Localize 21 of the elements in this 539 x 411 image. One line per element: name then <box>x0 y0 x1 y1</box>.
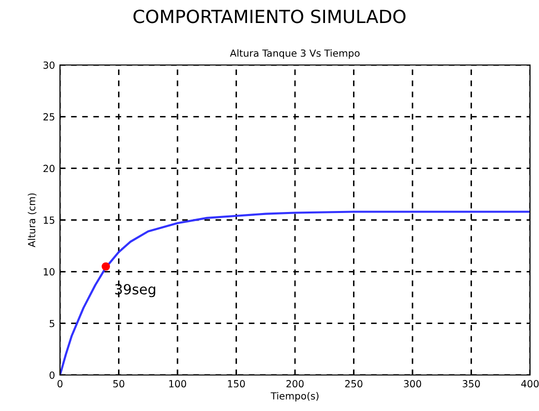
y-axis-title: Altura (cm) <box>28 193 36 248</box>
x-tick-label: 200 <box>286 380 304 388</box>
y-tick-label: 10 <box>44 268 54 276</box>
x-tick-label: 0 <box>58 380 62 388</box>
x-tick-label: 50 <box>113 380 124 388</box>
y-tick-label: 0 <box>50 371 54 379</box>
x-tick-label: 250 <box>345 380 362 388</box>
x-tick-label: 150 <box>228 380 245 388</box>
x-axis-title: Tiempo(s) <box>270 392 318 402</box>
chart-title: COMPORTAMIENTO SIMULADO <box>133 10 406 24</box>
y-tick-label: 30 <box>44 61 54 69</box>
chart-subtitle: Altura Tanque 3 Vs Tiempo <box>230 49 360 59</box>
y-tick-label: 20 <box>43 164 54 172</box>
y-tick-label: 25 <box>43 113 54 120</box>
x-tick-label: 100 <box>169 380 186 388</box>
annotation: 39seg <box>115 284 156 298</box>
x-tick-label: 300 <box>404 380 422 388</box>
y-tick-label: 15 <box>44 216 54 224</box>
x-tick-label: 400 <box>521 380 539 388</box>
x-tick-label: 350 <box>462 380 480 388</box>
y-tick-label: 5 <box>50 320 54 328</box>
